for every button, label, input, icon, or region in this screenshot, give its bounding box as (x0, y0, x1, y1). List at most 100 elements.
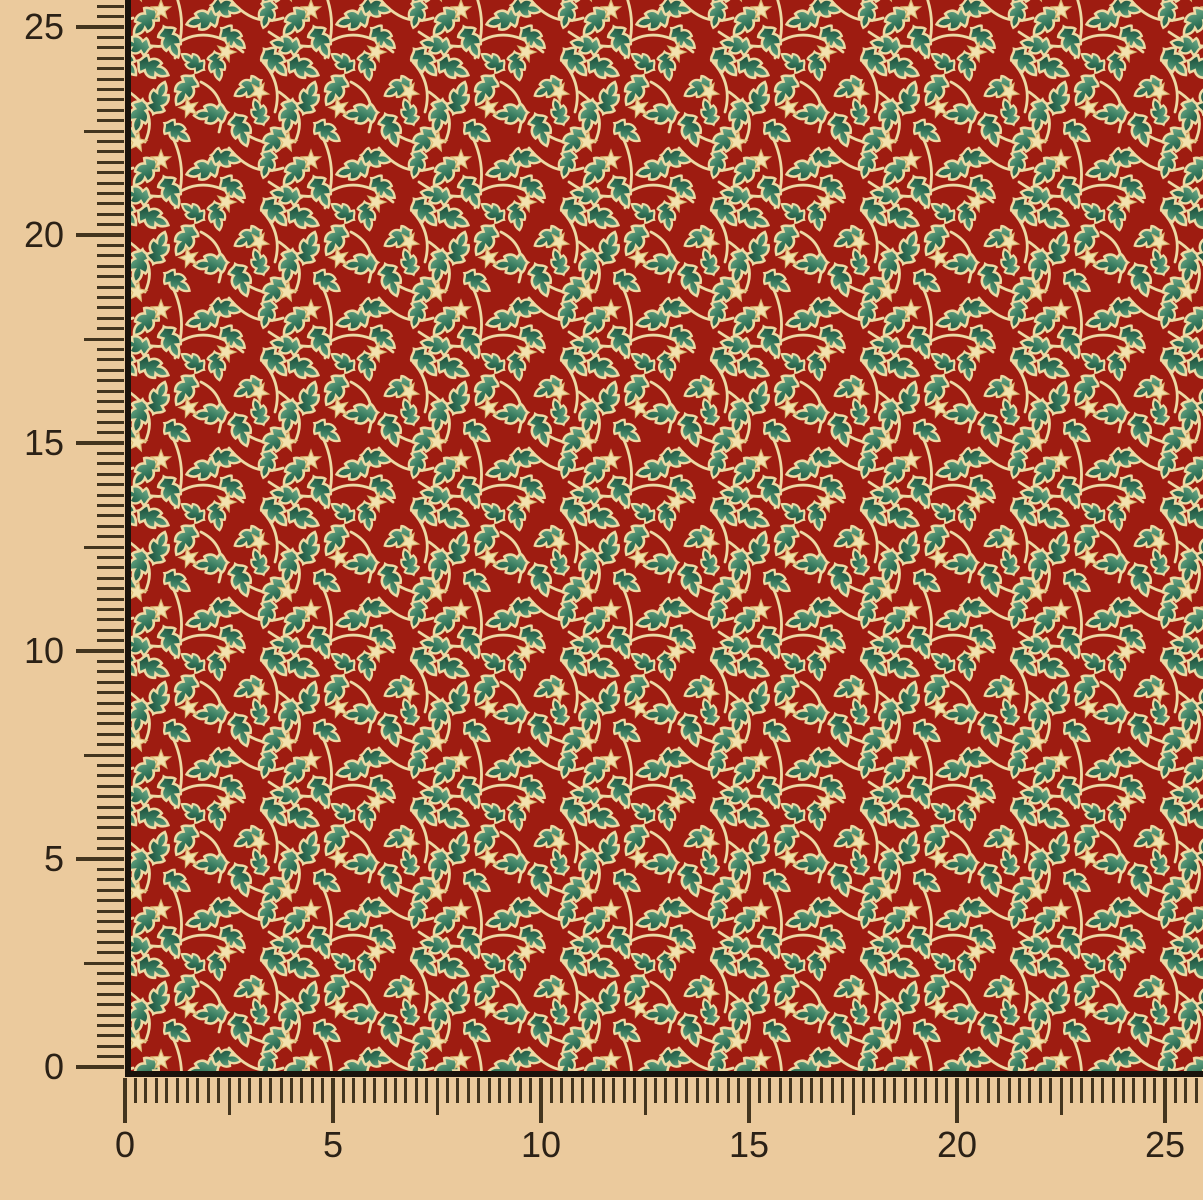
bottom-ruler-tick (622, 1078, 626, 1103)
bottom-ruler-tick (757, 1078, 761, 1103)
left-ruler-tick (97, 254, 124, 258)
left-ruler-tick (97, 878, 124, 882)
bottom-ruler-tick (882, 1078, 886, 1103)
bottom-ruler-tick (955, 1078, 959, 1123)
bottom-ruler-tick (321, 1078, 325, 1103)
bottom-ruler-tick (705, 1078, 709, 1103)
left-ruler-tick (97, 181, 124, 185)
left-ruler-tick (97, 587, 124, 591)
bottom-ruler-tick (1184, 1078, 1188, 1103)
left-ruler-tick (97, 202, 124, 206)
bottom-ruler-tick (175, 1078, 179, 1103)
bottom-ruler-tick (965, 1078, 969, 1103)
fabric-print (131, 0, 1203, 1071)
bottom-ruler-tick (300, 1078, 304, 1103)
left-ruler-tick (97, 524, 124, 528)
left-ruler-tick (97, 555, 124, 559)
bottom-ruler-label: 20 (936, 1124, 978, 1165)
left-ruler-tick (97, 680, 124, 684)
bottom-ruler-tick (373, 1078, 377, 1103)
bottom-ruler-tick (997, 1078, 1001, 1103)
bottom-ruler-tick (414, 1078, 418, 1103)
left-ruler-tick (97, 535, 124, 539)
bottom-ruler-tick (445, 1078, 449, 1103)
bottom-ruler-tick (976, 1078, 980, 1103)
left-ruler-tick (97, 472, 124, 476)
left-ruler-tick (97, 327, 124, 331)
bottom-ruler-tick (310, 1078, 314, 1103)
bottom-ruler-tick (237, 1078, 241, 1103)
bottom-ruler-tick (248, 1078, 252, 1103)
left-ruler-tick (84, 337, 124, 341)
bottom-ruler-tick (1194, 1078, 1198, 1103)
left-ruler-tick (97, 940, 124, 944)
left-ruler-tick (97, 1034, 124, 1038)
left-ruler-tick (97, 514, 124, 518)
left-ruler-tick (97, 1013, 124, 1017)
left-ruler-tick (97, 15, 124, 19)
left-ruler-tick (97, 618, 124, 622)
left-ruler-tick (97, 191, 124, 195)
left-ruler-tick (97, 306, 124, 310)
left-ruler-tick (84, 753, 124, 757)
bottom-ruler-tick (1028, 1078, 1032, 1103)
bottom-ruler-tick (674, 1078, 678, 1103)
bottom-ruler-tick (986, 1078, 990, 1103)
bottom-ruler-tick (123, 1078, 127, 1123)
bottom-ruler-tick (144, 1078, 148, 1103)
left-ruler-label: 5 (43, 838, 64, 879)
bottom-ruler-tick (497, 1078, 501, 1103)
bottom-ruler-tick (903, 1078, 907, 1103)
left-ruler-tick (97, 67, 124, 71)
bottom-ruler-tick (529, 1078, 533, 1103)
bottom-ruler-tick (861, 1078, 865, 1103)
bottom-ruler-tick (768, 1078, 772, 1103)
bottom-ruler-tick (1153, 1078, 1157, 1103)
left-ruler-tick (97, 919, 124, 923)
left-ruler-tick (97, 347, 124, 351)
left-ruler-tick (97, 732, 124, 736)
bottom-ruler-tick (778, 1078, 782, 1103)
left-ruler-tick (97, 108, 124, 112)
left-ruler-tick (97, 264, 124, 268)
left-ruler-tick (97, 483, 124, 487)
left-ruler-tick (97, 805, 124, 809)
left-ruler-tick (84, 129, 124, 133)
left-ruler-tick (97, 815, 124, 819)
left-ruler-tick (97, 722, 124, 726)
left-ruler-tick (97, 379, 124, 383)
bottom-ruler-tick (612, 1078, 616, 1103)
left-ruler-tick (97, 607, 124, 611)
left-ruler-tick (97, 867, 124, 871)
left-ruler-tick (97, 597, 124, 601)
bottom-ruler-tick (289, 1078, 293, 1103)
left-ruler-tick (97, 628, 124, 632)
bottom-ruler-tick (477, 1078, 481, 1103)
left-ruler-tick (97, 316, 124, 320)
left-ruler-tick (97, 847, 124, 851)
bottom-ruler-tick (435, 1078, 439, 1115)
bottom-ruler-tick (383, 1078, 387, 1103)
bottom-ruler-tick (924, 1078, 928, 1103)
fabric-swatch (125, 0, 1203, 1077)
left-ruler-tick (84, 961, 124, 965)
left-ruler-tick (97, 836, 124, 840)
bottom-ruler-tick (664, 1078, 668, 1103)
bottom-ruler-tick (331, 1078, 335, 1123)
left-ruler-tick (76, 233, 124, 237)
bottom-ruler-tick (196, 1078, 200, 1103)
bottom-ruler-tick (581, 1078, 585, 1103)
left-ruler-tick (97, 774, 124, 778)
bottom-ruler-tick (653, 1078, 657, 1103)
bottom-ruler-tick (258, 1078, 262, 1103)
bottom-ruler-label: 0 (114, 1124, 136, 1165)
bottom-ruler-tick (695, 1078, 699, 1103)
bottom-ruler-tick (893, 1078, 897, 1103)
left-ruler-tick (97, 659, 124, 663)
left-ruler-label: 10 (23, 630, 64, 671)
bottom-ruler-tick (1132, 1078, 1136, 1103)
left-ruler-tick (97, 275, 124, 279)
bottom-ruler-label: 15 (728, 1124, 770, 1165)
bottom-ruler-tick (747, 1078, 751, 1123)
left-ruler-tick (97, 899, 124, 903)
